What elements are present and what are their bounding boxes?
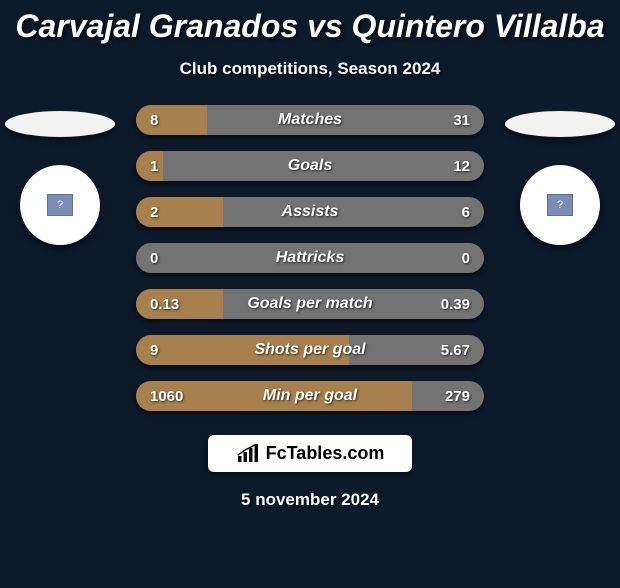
left-player-column: ?	[0, 105, 120, 245]
bar-label: Hattricks	[136, 243, 484, 273]
left-crest: ?	[20, 165, 100, 245]
bar-label: Shots per goal	[136, 335, 484, 365]
right-flag-ellipse	[505, 111, 615, 137]
stat-bar: 0.130.39Goals per match	[136, 289, 484, 319]
stat-bar: 831Matches	[136, 105, 484, 135]
image-placeholder-icon: ?	[547, 194, 573, 216]
date-label: 5 november 2024	[0, 490, 620, 510]
left-flag-ellipse	[5, 111, 115, 137]
bar-label: Assists	[136, 197, 484, 227]
right-crest: ?	[520, 165, 600, 245]
logo-text: FcTables.com	[266, 443, 385, 464]
stat-bar: 26Assists	[136, 197, 484, 227]
stats-bars: 831Matches 112Goals 26Assists 00Hattricks 0.…	[136, 105, 484, 411]
bar-label: Goals	[136, 151, 484, 181]
image-placeholder-icon: ?	[47, 194, 73, 216]
stat-bar: 95.67Shots per goal	[136, 335, 484, 365]
bar-label: Matches	[136, 105, 484, 135]
bar-label: Goals per match	[136, 289, 484, 319]
logo-box: FcTables.com	[208, 435, 412, 472]
content-area: ? ? 831Matches 112Goals 26Assists 00Hattric…	[0, 105, 620, 411]
bar-label: Min per goal	[136, 381, 484, 411]
page-title: Carvajal Granados vs Quintero Villalba	[0, 8, 620, 45]
right-player-column: ?	[500, 105, 620, 245]
stat-bar: 1060279Min per goal	[136, 381, 484, 411]
page-subtitle: Club competitions, Season 2024	[0, 59, 620, 79]
stat-bar: 112Goals	[136, 151, 484, 181]
chart-icon	[236, 444, 260, 464]
stat-bar: 00Hattricks	[136, 243, 484, 273]
